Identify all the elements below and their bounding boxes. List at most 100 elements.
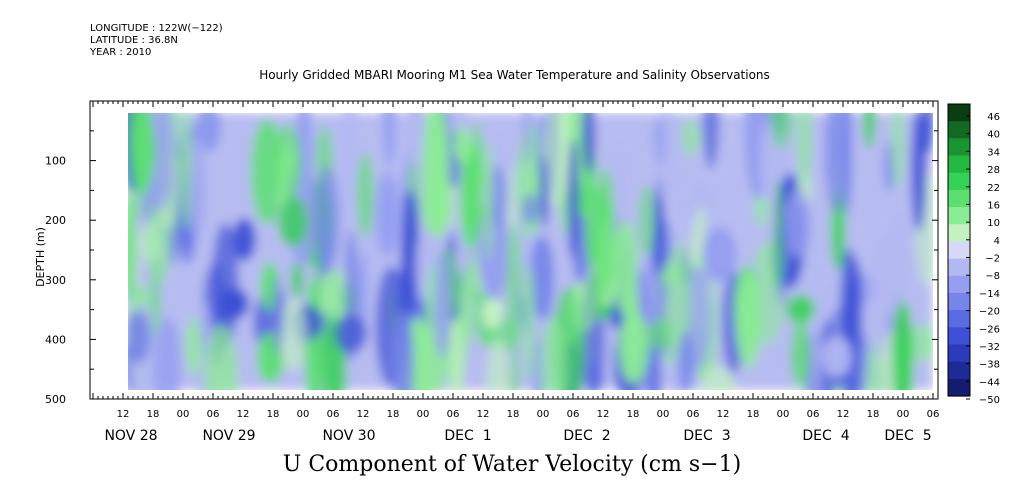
negative-velocity-patch [923, 113, 933, 155]
x-hour-label: 12 [597, 409, 610, 420]
x-hour-label: 18 [267, 409, 280, 420]
x-day-label: DEC 3 [683, 428, 730, 444]
negative-velocity-patch [654, 175, 664, 289]
negative-velocity-patch [189, 136, 209, 250]
x-day-label: DEC 2 [563, 428, 610, 444]
colorbar-swatch [948, 224, 970, 243]
x-hour-label: 06 [927, 409, 940, 420]
colorbar-swatch [948, 104, 970, 122]
colorbar-swatch [948, 361, 970, 380]
negative-velocity-patch [911, 113, 927, 232]
negative-velocity-patch [824, 113, 846, 214]
colorbar-label: −14 [979, 289, 1000, 300]
colorbar-frame [947, 103, 971, 397]
negative-velocity-patch [636, 260, 661, 327]
colorbar-label: −50 [979, 395, 1000, 406]
x-hour-label: 00 [177, 409, 190, 420]
positive-velocity-patch [596, 167, 615, 302]
colorbar-swatch [948, 121, 970, 139]
colorbar-label: 40 [987, 130, 1000, 141]
x-axis-label: U Component of Water Velocity (cm s−1) [282, 452, 742, 477]
x-hour-label: 12 [717, 409, 730, 420]
colorbar-swatch [948, 138, 970, 157]
positive-velocity-patch [506, 224, 522, 360]
positive-velocity-patch [774, 178, 783, 291]
negative-velocity-patch [567, 138, 580, 260]
x-day-label: DEC 4 [802, 428, 849, 444]
positive-velocity-patch [751, 273, 784, 345]
positive-velocity-patch [617, 312, 650, 385]
longitude-label: LONGITUDE : 122W(−122) [90, 23, 223, 34]
negative-velocity-patch [867, 232, 897, 361]
positive-velocity-patch [277, 196, 308, 248]
positive-velocity-patch [666, 241, 691, 361]
x-hour-label: 00 [897, 409, 910, 420]
positive-velocity-patch [638, 184, 655, 257]
negative-velocity-patch [128, 310, 151, 364]
positive-velocity-patch [482, 296, 504, 330]
x-hour-label: 18 [627, 409, 640, 420]
negative-velocity-patch [334, 313, 368, 354]
colorbar-swatch [948, 258, 970, 277]
negative-velocity-patch [842, 113, 852, 217]
x-hour-label: 18 [747, 409, 760, 420]
positive-velocity-patch [460, 144, 480, 250]
negative-velocity-patch [760, 122, 777, 203]
x-hour-label: 06 [807, 409, 820, 420]
positive-velocity-patch [150, 257, 161, 337]
x-hour-label: 12 [837, 409, 850, 420]
positive-velocity-patch [128, 195, 136, 303]
x-hour-label: 18 [147, 409, 160, 420]
x-hour-label: 18 [867, 409, 880, 420]
negative-velocity-patch [678, 331, 695, 390]
colorbar-label: −20 [979, 307, 1000, 318]
colorbar-swatch [948, 310, 970, 328]
negative-velocity-patch [272, 275, 284, 357]
negative-velocity-patch [522, 193, 539, 226]
positive-velocity-patch [422, 113, 449, 236]
x-hour-label: 00 [777, 409, 790, 420]
x-hour-label: 06 [687, 409, 700, 420]
positive-velocity-patch [204, 324, 238, 390]
colorbar-swatch [948, 207, 970, 225]
negative-velocity-patch [539, 156, 549, 229]
x-day-label: NOV 30 [322, 428, 375, 444]
colorbar-label: 46 [987, 112, 1000, 123]
x-hour-label: 06 [327, 409, 340, 420]
negative-velocity-patch [340, 113, 360, 212]
chart-title: Hourly Gridded MBARI Mooring M1 Sea Wate… [259, 68, 770, 82]
positive-velocity-patch [486, 337, 510, 390]
negative-velocity-patch [232, 218, 256, 262]
positive-velocity-patch [322, 269, 344, 321]
y-tick-label: 500 [45, 393, 66, 406]
positive-velocity-patch [568, 281, 599, 333]
positive-velocity-patch [543, 113, 568, 206]
positive-velocity-patch [863, 113, 875, 150]
y-tick-label: 400 [45, 333, 66, 346]
positive-velocity-patch [181, 113, 191, 232]
negative-velocity-patch [392, 309, 415, 390]
positive-velocity-patch [452, 126, 472, 164]
x-hour-label: 12 [237, 409, 250, 420]
negative-velocity-patch [581, 113, 596, 175]
colorbar-label: −38 [979, 360, 1000, 371]
negative-velocity-patch [702, 227, 737, 283]
colorbar-swatch [948, 241, 970, 260]
x-hour-label: 00 [297, 409, 310, 420]
positive-velocity-patch [291, 261, 304, 299]
colorbar-label: −44 [979, 377, 1000, 388]
colorbar-swatch [948, 189, 970, 208]
velocity-field [128, 113, 933, 390]
x-day-label: NOV 29 [202, 428, 255, 444]
positive-velocity-patch [790, 321, 811, 387]
positive-velocity-patch [701, 365, 736, 390]
colorbar-label: 4 [994, 236, 1000, 247]
colorbar-label: 28 [987, 165, 1000, 176]
positive-velocity-patch [459, 269, 475, 346]
positive-velocity-patch [796, 113, 813, 185]
colorbar-swatch [948, 292, 970, 311]
colorbar-label: 34 [987, 147, 1000, 158]
x-hour-label: 18 [387, 409, 400, 420]
negative-velocity-patch [314, 166, 340, 274]
